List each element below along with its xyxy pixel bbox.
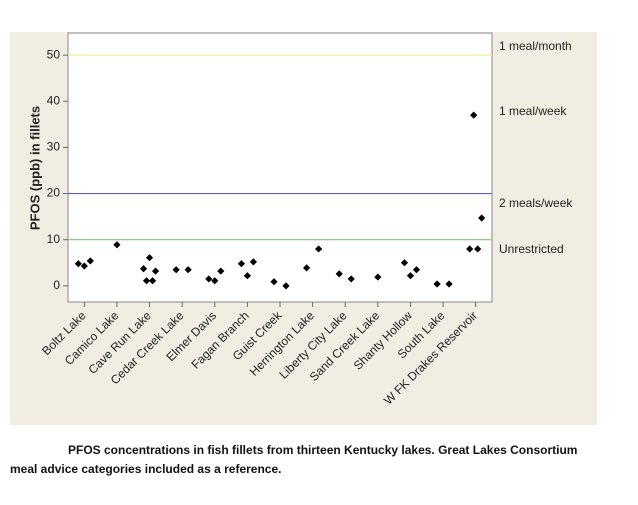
data-point — [80, 262, 88, 270]
advice-label: Unrestricted — [499, 242, 564, 256]
plot-area — [67, 32, 493, 303]
data-point — [406, 272, 415, 280]
data-point — [113, 241, 121, 249]
data-point — [172, 266, 180, 274]
data-point — [249, 258, 257, 266]
data-point — [205, 275, 213, 283]
data-point — [139, 265, 148, 273]
data-point — [433, 280, 441, 288]
data-point — [445, 280, 453, 288]
data-point — [217, 267, 225, 275]
data-point — [412, 266, 421, 274]
advice-label: 2 meals/week — [499, 196, 573, 210]
y-tick-label: 10 — [47, 232, 61, 246]
data-point — [148, 277, 157, 285]
data-point — [478, 214, 486, 222]
data-point — [466, 245, 474, 253]
y-tick-label: 0 — [53, 278, 60, 292]
advice-label: 1 meal/month — [499, 39, 572, 53]
data-point — [282, 282, 290, 290]
y-tick-label: 20 — [47, 186, 61, 200]
data-point — [184, 266, 192, 274]
data-point — [86, 257, 94, 265]
data-point — [211, 277, 219, 285]
y-tick-label: 40 — [47, 93, 61, 107]
data-point — [335, 270, 343, 278]
data-point — [74, 260, 82, 268]
caption: meal advice categories included as a ref… — [10, 462, 281, 476]
data-point — [315, 245, 323, 253]
advice-label: 1 meal/week — [499, 104, 567, 118]
data-point — [474, 245, 482, 253]
y-tick-label: 50 — [47, 47, 61, 61]
data-point — [145, 254, 154, 262]
data-point — [470, 111, 478, 119]
data-point — [270, 278, 278, 286]
data-point — [374, 273, 382, 281]
data-point — [243, 272, 251, 280]
y-axis-label: PFOS (ppb) in fillets — [27, 106, 42, 230]
data-point — [142, 277, 151, 285]
caption: PFOS concentrations in fish fillets from… — [68, 443, 577, 457]
data-point — [400, 259, 409, 267]
data-point — [303, 264, 311, 272]
data-point — [237, 260, 245, 268]
data-point — [151, 267, 160, 275]
data-point — [347, 275, 355, 283]
y-tick-label: 30 — [47, 140, 61, 154]
